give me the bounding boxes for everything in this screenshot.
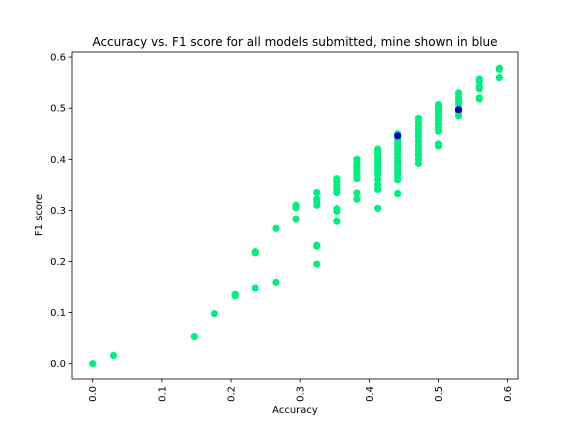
data-point <box>353 155 361 163</box>
data-point <box>333 205 341 213</box>
data-point <box>292 201 300 209</box>
data-point <box>292 215 300 223</box>
x-tick-label: 0.2 <box>227 386 238 402</box>
data-point <box>313 188 321 197</box>
data-point <box>251 248 259 256</box>
y-tick-label: 0.0 <box>50 359 66 370</box>
data-point <box>374 204 382 212</box>
data-point <box>374 176 382 184</box>
x-tick-label: 0.3 <box>296 386 307 402</box>
y-tick-label: 0.4 <box>50 155 66 166</box>
data-point <box>475 83 483 91</box>
x-axis-ticks: 0.0 0.1 0.2 0.3 0.4 0.5 0.6 <box>88 379 514 402</box>
data-point <box>333 175 341 183</box>
data-point <box>190 332 198 341</box>
x-tick-label: 0.0 <box>88 386 99 402</box>
plot-frame <box>71 51 519 380</box>
x-tick-label: 0.5 <box>434 386 445 402</box>
data-point <box>475 94 483 102</box>
highlighted-point <box>394 132 402 140</box>
data-point <box>454 89 463 97</box>
data-point <box>251 284 259 292</box>
data-point <box>475 75 483 83</box>
data-point <box>89 360 97 368</box>
data-point <box>374 145 382 153</box>
data-point <box>394 189 402 198</box>
data-point <box>313 195 321 203</box>
data-point <box>109 351 118 360</box>
data-point <box>353 195 361 203</box>
data-point <box>272 224 280 232</box>
y-tick-label: 0.3 <box>50 206 66 217</box>
points-layer <box>89 64 503 368</box>
data-point <box>495 73 503 82</box>
data-point <box>231 290 239 298</box>
data-point <box>495 64 503 72</box>
data-point <box>210 310 219 318</box>
data-point <box>333 217 341 225</box>
chart-title: Accuracy vs. F1 score for all models sub… <box>92 35 497 49</box>
highlighted-point <box>454 106 463 114</box>
y-axis-label: F1 score <box>34 194 45 236</box>
x-tick-label: 0.1 <box>157 386 168 402</box>
y-tick-label: 0.6 <box>50 53 66 64</box>
data-point <box>414 114 423 123</box>
data-point <box>353 189 361 197</box>
data-point <box>313 241 321 249</box>
data-point <box>313 260 321 268</box>
y-tick-label: 0.2 <box>50 257 66 268</box>
data-point <box>434 101 443 109</box>
x-axis-label: Accuracy <box>272 405 318 416</box>
data-point <box>374 181 382 189</box>
y-axis-ticks: 0.0 0.1 0.2 0.3 0.4 0.5 0.6 <box>50 53 72 370</box>
data-point <box>434 140 443 148</box>
data-point <box>272 278 280 287</box>
x-tick-label: 0.4 <box>365 386 376 402</box>
y-tick-label: 0.1 <box>50 308 66 319</box>
y-tick-label: 0.5 <box>50 104 66 115</box>
x-tick-label: 0.6 <box>503 386 514 402</box>
